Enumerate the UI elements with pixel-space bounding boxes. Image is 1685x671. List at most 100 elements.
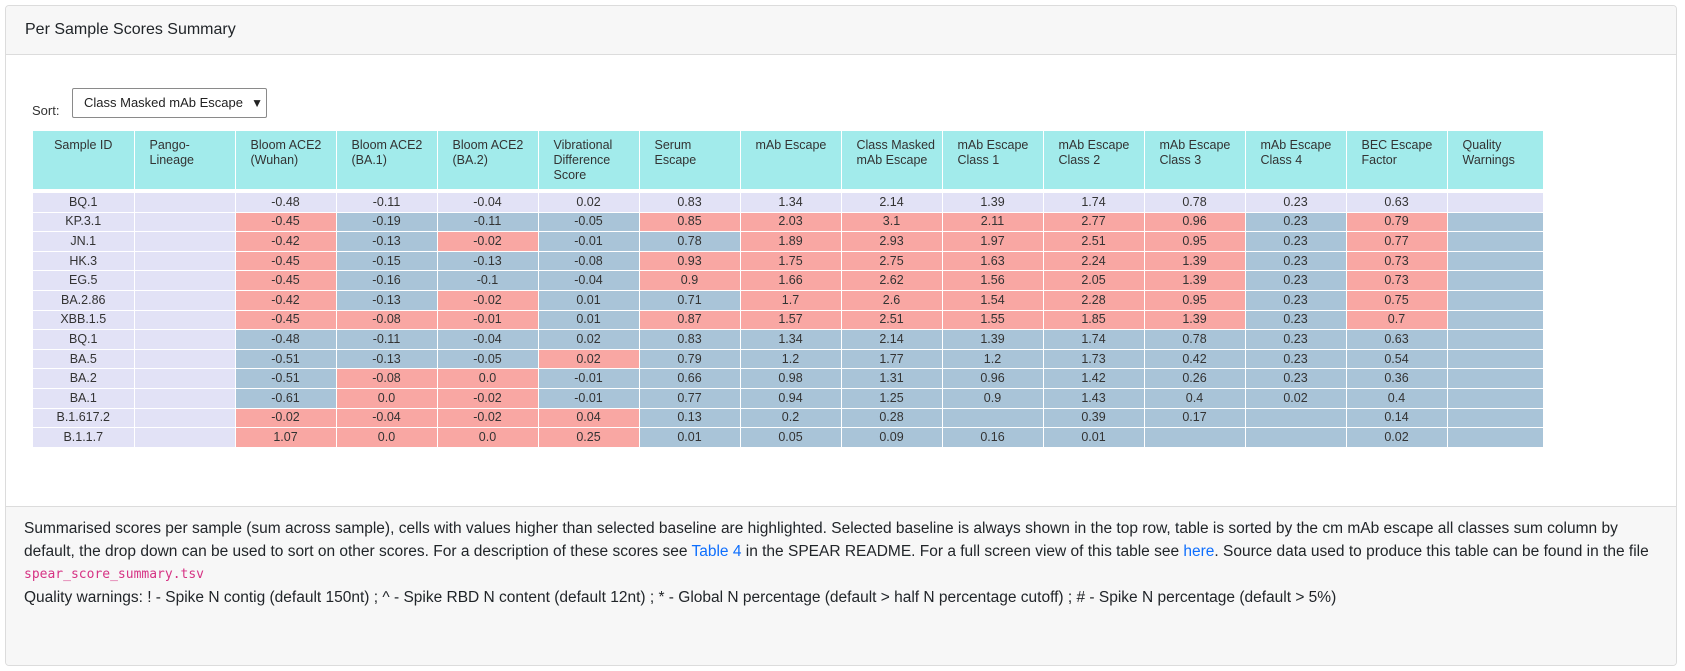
score-cell: 0.02 (538, 349, 640, 370)
score-cell: 0.98 (740, 368, 842, 389)
score-cell: -0.16 (336, 270, 438, 291)
column-header[interactable]: Pango-Lineage (134, 131, 236, 189)
score-cell: -0.02 (235, 408, 337, 429)
score-cell (1447, 329, 1544, 350)
score-cell: 0.95 (1144, 231, 1246, 252)
score-cell: 1.66 (740, 270, 842, 291)
score-cell: 0.83 (639, 329, 741, 350)
sample-id-cell: BQ.1 (33, 193, 135, 213)
column-header[interactable]: mAb Escape (740, 131, 842, 189)
score-cell: -0.1 (437, 270, 539, 291)
score-cell: -0.08 (336, 368, 438, 389)
score-cell: -0.42 (235, 290, 337, 311)
score-cell: 0.23 (1245, 212, 1347, 233)
score-cell: 1.85 (1043, 310, 1145, 331)
score-cell: 0.63 (1346, 329, 1448, 350)
score-cell (1447, 290, 1544, 311)
lineage-cell (134, 270, 236, 291)
column-header[interactable]: Bloom ACE2 (BA.2) (437, 131, 539, 189)
score-cell: -0.51 (235, 368, 337, 389)
score-cell: 0.78 (639, 231, 741, 252)
sample-id-cell: BQ.1 (33, 329, 135, 350)
sample-id-cell: KP.3.1 (33, 212, 135, 233)
score-cell: -0.13 (336, 290, 438, 311)
score-cell: -0.45 (235, 212, 337, 233)
column-header[interactable]: Quality Warnings (1447, 131, 1544, 189)
score-cell: -0.15 (336, 251, 438, 272)
score-cell: -0.01 (437, 310, 539, 331)
score-cell: -0.04 (538, 270, 640, 291)
source-filename: spear_score_summary.tsv (24, 567, 205, 582)
sample-id-cell: EG.5 (33, 270, 135, 291)
score-cell: 2.51 (1043, 231, 1145, 252)
sort-select[interactable]: Class Masked mAb Escape ▼ (72, 88, 267, 118)
score-cell: 1.2 (942, 349, 1044, 370)
column-header[interactable]: mAb Escape Class 3 (1144, 131, 1246, 189)
score-cell: 0.23 (1245, 193, 1347, 213)
score-cell: 2.62 (841, 270, 943, 291)
table-body: BQ.1 -0.48 -0.11 -0.04 0.02 0.83 1.34 2.14 1.39 1… (33, 189, 1544, 448)
score-cell: -0.02 (437, 231, 539, 252)
score-cell: 1.39 (1144, 270, 1246, 291)
fullscreen-link[interactable]: here (1183, 542, 1215, 560)
score-cell: 0.14 (1346, 408, 1448, 429)
score-cell: 0.85 (639, 212, 741, 233)
sample-id-cell: HK.3 (33, 251, 135, 272)
score-cell: 0.28 (841, 408, 943, 429)
score-cell: 0.23 (1245, 290, 1347, 311)
column-header[interactable]: Bloom ACE2 (Wuhan) (235, 131, 337, 189)
lineage-cell (134, 212, 236, 233)
score-cell: 0.42 (1144, 349, 1246, 370)
score-cell: 0.66 (639, 368, 741, 389)
scores-table: Sample ID Pango-Lineage Bloom ACE2 (Wuhan)… (33, 131, 1544, 448)
score-cell (1447, 212, 1544, 233)
score-cell: 1.31 (841, 368, 943, 389)
score-cell: 2.14 (841, 193, 943, 213)
footer-text-2: in the SPEAR README. For a full screen v… (741, 542, 1184, 560)
chevron-down-icon: ▼ (251, 96, 263, 110)
lineage-cell (134, 408, 236, 429)
score-cell (942, 408, 1044, 429)
column-header[interactable]: Sample ID (33, 131, 135, 189)
score-cell: 0.78 (1144, 329, 1246, 350)
score-cell: 0.79 (1346, 212, 1448, 233)
card-title: Per Sample Scores Summary (6, 6, 1676, 55)
lineage-cell (134, 388, 236, 409)
column-header[interactable]: Class Masked mAb Escape (841, 131, 943, 189)
column-header[interactable]: Vibrational Difference Score (538, 131, 640, 189)
score-cell: 1.97 (942, 231, 1044, 252)
score-cell: 2.93 (841, 231, 943, 252)
score-cell: 0.23 (1245, 270, 1347, 291)
score-cell: 0.94 (740, 388, 842, 409)
table4-link[interactable]: Table 4 (691, 542, 742, 560)
column-header[interactable]: mAb Escape Class 4 (1245, 131, 1347, 189)
sort-selected-value: Class Masked mAb Escape (84, 95, 243, 110)
score-cell: 2.75 (841, 251, 943, 272)
table-row: BQ.1 -0.48 -0.11 -0.04 0.02 0.83 1.34 2.14 1.39 1… (33, 193, 1544, 213)
column-header[interactable]: Serum Escape (639, 131, 741, 189)
score-cell: 2.6 (841, 290, 943, 311)
column-header[interactable]: BEC Escape Factor (1346, 131, 1448, 189)
score-cell (1245, 408, 1347, 429)
score-cell: 0.09 (841, 427, 943, 448)
score-cell: 0.0 (437, 427, 539, 448)
table-row: KP.3.1 -0.45 -0.19 -0.11 -0.05 0.85 2.03 3.1 2.1… (33, 212, 1544, 233)
table-row: JN.1 -0.42 -0.13 -0.02 -0.01 0.78 1.89 2.93 1.97… (33, 231, 1544, 252)
score-cell: 0.54 (1346, 349, 1448, 370)
table-row: B.1.617.2 -0.02 -0.04 -0.02 0.04 0.13 0.2 0.28 0… (33, 408, 1544, 429)
score-cell: 0.16 (942, 427, 1044, 448)
score-cell: -0.61 (235, 388, 337, 409)
column-header[interactable]: Bloom ACE2 (BA.1) (336, 131, 438, 189)
score-cell: 1.43 (1043, 388, 1145, 409)
lineage-cell (134, 251, 236, 272)
score-cell: 1.56 (942, 270, 1044, 291)
score-cell: 0.02 (1245, 388, 1347, 409)
score-cell: 0.39 (1043, 408, 1145, 429)
score-cell: 2.51 (841, 310, 943, 331)
table-row: BA.5 -0.51 -0.13 -0.05 0.02 0.79 1.2 1.77 1.2 1.7… (33, 349, 1544, 370)
column-header[interactable]: mAb Escape Class 2 (1043, 131, 1145, 189)
score-cell: 0.13 (639, 408, 741, 429)
footer-text-3: . Source data used to produce this table… (1214, 542, 1649, 560)
table-row: BQ.1 -0.48 -0.11 -0.04 0.02 0.83 1.34 2.14 1.39 1… (33, 329, 1544, 350)
column-header[interactable]: mAb Escape Class 1 (942, 131, 1044, 189)
